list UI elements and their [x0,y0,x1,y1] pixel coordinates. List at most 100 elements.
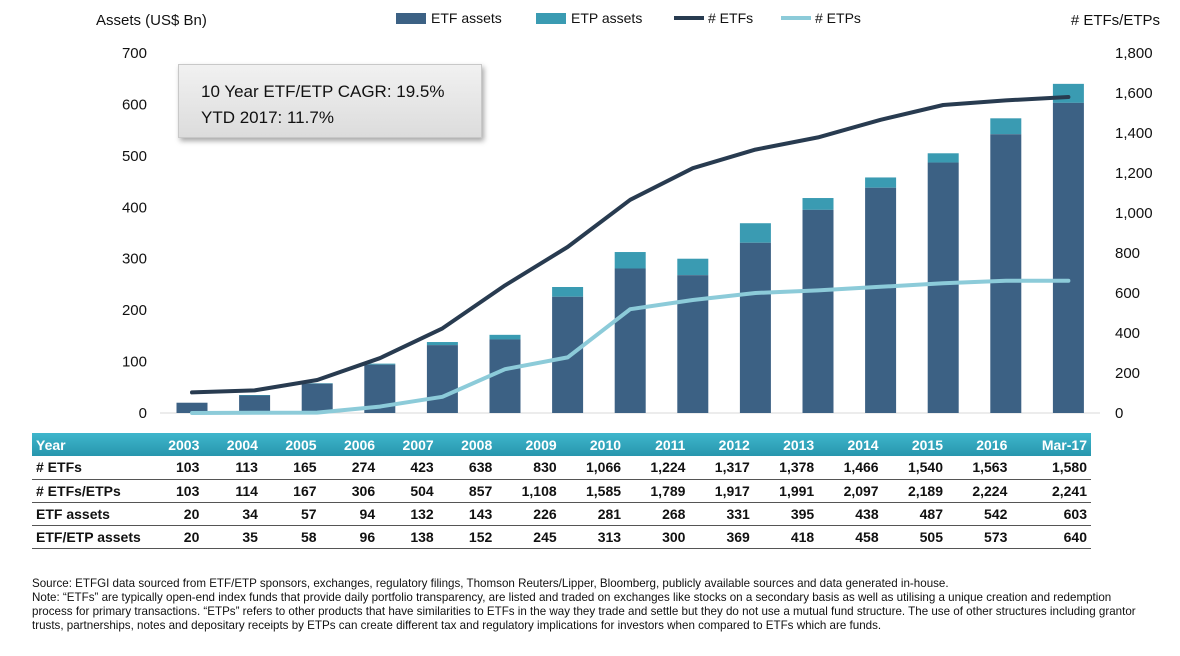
bar-etf-assets [301,383,333,413]
table-cell: 1,108 [496,479,561,503]
table-header-year: 2008 [437,433,497,456]
right-axis-ticks: 0 200 400 600 800 1,000 1,200 1,400 1,600 1,800 [1115,45,1153,422]
table-cell: 423 [379,456,438,480]
table-header-year: Mar-17 [1011,433,1091,456]
table-row: ETF/ETP assets 20 35 58 96 138 152 245 313 300 369… [32,525,1091,549]
table-header-year: 2011 [625,433,690,456]
table-cell: 1,378 [753,456,819,480]
bar-etf-assets [990,134,1022,413]
right-tick-label: 400 [1115,325,1140,342]
table-cell: 1,580 [1011,456,1091,480]
bar-etp-assets [865,177,897,188]
legend: ETF assets ETP assets # ETFs # ETPs [396,10,861,26]
right-tick-label: 800 [1115,245,1140,262]
table-cell: 505 [882,525,947,549]
table-cell: 1,466 [818,456,883,480]
table-cell: 395 [753,502,819,526]
left-tick-label: 0 [139,405,147,422]
bar-etp-assets [426,342,458,346]
table-cell: 2,097 [818,479,883,503]
bar-etp-assets [677,258,709,276]
table-cell: 300 [625,525,690,549]
bar-etp-assets [614,252,646,269]
legend-label-num-etfs: # ETFs [708,10,753,26]
legend-label-etp-assets: ETP assets [571,10,642,26]
bar-etp-assets [552,287,584,297]
bar-etp-assets [364,363,396,365]
table-cell: 458 [818,525,883,549]
table-header-year: 2009 [496,433,561,456]
table-cell: 58 [261,525,321,549]
right-tick-label: 200 [1115,365,1140,382]
table-header-year: 2016 [947,433,1012,456]
right-tick-label: 1,600 [1115,85,1153,102]
table-cell: 487 [882,502,947,526]
table-header-year: 2003 [144,433,204,456]
bar-etp-assets [990,118,1022,135]
table-cell: 2,224 [947,479,1012,503]
table-cell: 152 [437,525,497,549]
right-tick-label: 1,800 [1115,45,1153,62]
footnote: Source: ETFGI data sourced from ETF/ETP … [32,577,1152,633]
table-header-year: 2013 [753,433,819,456]
bar-etp-assets [739,223,771,243]
table-cell: 35 [203,525,262,549]
table-cell: 138 [379,525,438,549]
table-row-label: # ETFs/ETPs [32,479,145,503]
table-cell: 1,224 [625,456,690,480]
left-tick-label: 400 [122,199,147,216]
left-tick-label: 100 [122,354,147,371]
table-cell: 1,789 [625,479,690,503]
table-cell: 226 [496,502,561,526]
table-cell: 1,066 [560,456,626,480]
table-cell: 143 [437,502,497,526]
table-header-year: 2014 [818,433,883,456]
table-cell: 167 [261,479,321,503]
table-row-label: ETF assets [32,502,145,526]
right-tick-label: 600 [1115,285,1140,302]
definition-note: Note: “ETFs” are typically open-end inde… [32,591,1136,632]
legend-swatch-etp-assets [536,13,566,24]
left-tick-label: 200 [122,302,147,319]
table-cell: 114 [203,479,262,503]
table-cell: 281 [560,502,626,526]
table-cell: 113 [203,456,262,480]
bar-series [176,83,1084,413]
table-cell: 542 [947,502,1012,526]
line-num-etfs [190,95,1071,395]
table-header-year: 2004 [203,433,262,456]
table-cell: 369 [689,525,754,549]
bar-etf-assets [739,242,771,413]
table-cell: 504 [379,479,438,503]
legend-label-num-etps: # ETPs [815,10,861,26]
table-cell: 573 [947,525,1012,549]
source-note: Source: ETFGI data sourced from ETF/ETP … [32,577,949,590]
right-axis-title: # ETFs/ETPs [1071,12,1160,29]
line-series [190,95,1071,415]
left-tick-label: 600 [122,96,147,113]
table-cell: 331 [689,502,754,526]
table-cell: 20 [144,525,204,549]
bar-etp-assets [1052,83,1084,103]
table-cell: 1,563 [947,456,1012,480]
table-cell: 94 [320,502,380,526]
left-tick-label: 300 [122,251,147,268]
table-cell: 418 [753,525,819,549]
table-cell: 103 [144,479,204,503]
table-row-label: ETF/ETP assets [32,525,145,549]
table-cell: 830 [496,456,561,480]
data-table: Year 2003 2004 2005 2006 2007 2008 2009 2010 2011… [32,433,1091,549]
right-tick-label: 0 [1115,405,1123,422]
line-num-etps [190,278,1071,415]
table-row-label: # ETFs [32,456,145,480]
table-header-row: Year 2003 2004 2005 2006 2007 2008 2009 2010 2011… [32,433,1091,456]
table-cell: 638 [437,456,497,480]
table-header-year: 2006 [320,433,380,456]
cagr-annotation-box: 10 Year ETF/ETP CAGR: 19.5% YTD 2017: 11… [178,64,482,138]
table-cell: 1,991 [753,479,819,503]
ytd-annotation: YTD 2017: 11.7% [201,108,334,127]
bar-etf-assets [489,339,521,413]
table-cell: 165 [261,456,321,480]
bar-etf-assets [426,345,458,413]
table-cell: 274 [320,456,380,480]
